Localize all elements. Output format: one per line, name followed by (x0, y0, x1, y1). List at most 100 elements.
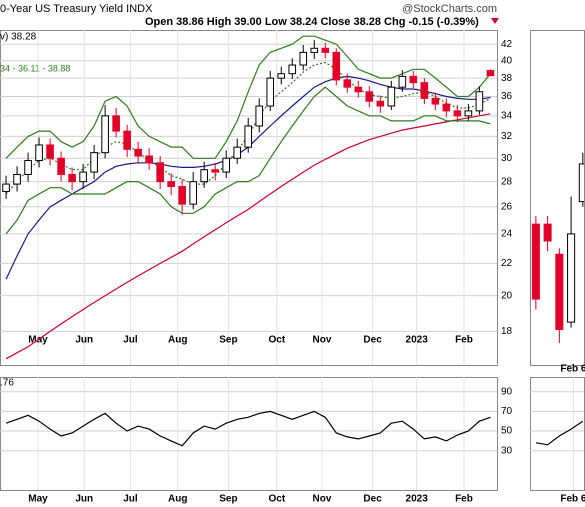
candle-body (299, 51, 308, 66)
candle-body (398, 75, 407, 88)
candle-body (178, 186, 186, 205)
candle-body (101, 115, 109, 154)
candle-body (343, 79, 352, 88)
candle-body (35, 144, 43, 162)
y-tick-label: 34 (501, 110, 513, 121)
candle-body (2, 183, 10, 192)
x-tick-label: Feb (455, 335, 473, 346)
x-tick-label: Jun (75, 335, 93, 346)
x-tick-label: 2023 (406, 335, 429, 346)
candle-body (578, 163, 584, 203)
candle-body (464, 110, 473, 117)
candle-body (442, 103, 451, 112)
candle-body (567, 233, 576, 323)
x-tick-label: Feb 6 (560, 494, 585, 505)
x-tick-label: Sep (219, 494, 237, 505)
candle-body (233, 146, 242, 159)
candle-body (266, 77, 275, 107)
candle-body (200, 169, 208, 183)
candle-body (156, 162, 164, 183)
indicator-line (5, 113, 491, 360)
rsi-annotation: .76 (0, 378, 14, 389)
price-annotation: v) 38.28 (0, 32, 37, 43)
candle-body (321, 47, 330, 53)
candle-body (332, 51, 341, 81)
x-tick-label: Dec (363, 494, 382, 505)
price-panel (0, 30, 498, 366)
candle-body (354, 86, 363, 93)
x-tick-label: Feb (455, 494, 473, 505)
y-tick-label: 38 (501, 73, 513, 84)
y-tick-label: 32 (501, 131, 513, 142)
x-tick-label: Aug (168, 335, 187, 346)
y-tick-label: 42 (501, 39, 513, 50)
x-tick-label: Jun (75, 494, 93, 505)
candle-body (453, 110, 462, 117)
indicator-line (535, 420, 584, 446)
x-tick-label: Feb 6 (560, 364, 585, 375)
candle-body (475, 91, 484, 112)
candle-body (13, 173, 21, 185)
y-tick-label: 26 (501, 201, 513, 212)
candle-body (555, 253, 564, 331)
x-tick-label: Aug (168, 494, 187, 505)
y-tick-label: 24 (501, 229, 513, 240)
x-tick-label: Jul (123, 335, 138, 346)
y-tick-label: 40 (501, 55, 513, 66)
candle-body (24, 160, 32, 175)
x-tick-label: Oct (269, 494, 286, 505)
bands-annotation: 34 - 36.11 - 38.88 (0, 63, 70, 73)
x-tick-label: Nov (313, 494, 332, 505)
candle-body (112, 115, 120, 132)
indicator-line (5, 35, 491, 159)
chart-subtitle: Open 38.86 High 39.00 Low 38.24 Close 38… (145, 16, 479, 28)
x-tick-label: Dec (363, 335, 382, 346)
candle-body (431, 97, 440, 105)
x-tick-label: Oct (269, 335, 286, 346)
candle-body (486, 70, 495, 77)
candle-body (244, 125, 253, 148)
y-tick-label: 28 (501, 176, 513, 187)
candle-body (420, 82, 429, 99)
candle-body (310, 47, 319, 53)
candle-body (68, 173, 76, 183)
candle-body (531, 223, 540, 300)
candle-body (211, 169, 220, 173)
candle-body (145, 155, 153, 164)
y-tick-label: 22 (501, 258, 513, 269)
y-tick-label: 20 (501, 290, 513, 301)
y-tick-label: 90 (501, 386, 513, 397)
candle-body (79, 171, 87, 183)
watermark: @StockCharts.com (402, 3, 497, 15)
y-tick-label: 70 (501, 406, 513, 417)
indicator-line (5, 75, 491, 280)
indicator-line (5, 61, 491, 195)
menu-arrow (491, 18, 499, 24)
candle-body (255, 105, 264, 127)
x-tick-label: Jul (123, 494, 138, 505)
candle-body (409, 75, 418, 84)
candle-body (189, 181, 197, 205)
candle-body (387, 86, 396, 107)
y-tick-label: 50 (501, 426, 513, 437)
x-tick-label: May (28, 494, 48, 505)
candle-body (277, 73, 286, 79)
candle-body (57, 157, 65, 175)
candle-body (376, 100, 385, 107)
y-tick-label: 30 (501, 445, 513, 456)
candle-body (46, 144, 54, 159)
candle-body (90, 152, 98, 173)
candle-body (123, 130, 131, 150)
chart-title: 0-Year US Treasury Yield INDX (0, 3, 153, 15)
indicator-line (5, 86, 491, 235)
y-tick-label: 36 (501, 91, 513, 102)
candle-body (365, 91, 374, 102)
y-tick-label: 18 (501, 326, 513, 337)
side-rsi-panel (530, 377, 585, 491)
y-tick-label: 30 (501, 153, 513, 164)
candle-body (543, 223, 552, 242)
candle-body (288, 64, 297, 75)
x-tick-label: Sep (219, 335, 237, 346)
candle-body (167, 181, 175, 188)
